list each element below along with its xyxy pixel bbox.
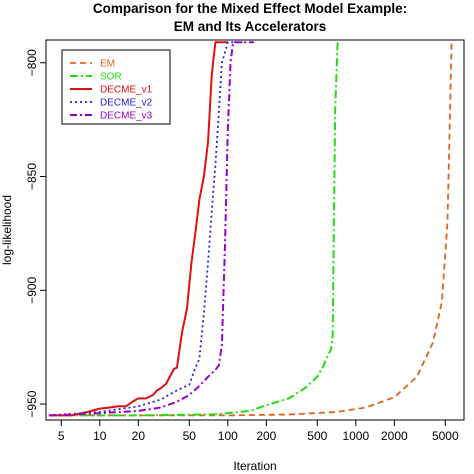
series-line-decme-v3 xyxy=(48,41,254,417)
legend-label-4: DECME_v3 xyxy=(100,111,153,122)
series-layer xyxy=(48,41,453,417)
x-tick-label-5: 200 xyxy=(256,429,276,443)
series-line-decme-v1 xyxy=(48,41,228,417)
x-axis: 5 10 20 50 100 200 500 1000 2000 5000 xyxy=(58,420,459,443)
x-tick-label-8: 2000 xyxy=(381,429,408,443)
x-axis-label: Iteration xyxy=(233,459,276,473)
legend-label-0: EM xyxy=(100,59,115,70)
y-tick-label-1: −850 xyxy=(25,163,39,190)
legend-label-3: DECME_v2 xyxy=(100,98,153,109)
y-axis: −800 −850 −900 −950 xyxy=(25,49,46,418)
x-tick-label-2: 20 xyxy=(132,429,146,443)
y-tick-label-3: −950 xyxy=(25,390,39,417)
chart-title: Comparison for the Mixed Effect Model Ex… xyxy=(93,1,407,16)
x-tick-label-1: 10 xyxy=(93,429,107,443)
legend-box xyxy=(61,49,171,125)
series-line-sor xyxy=(48,42,339,417)
series-line-decme-v2 xyxy=(48,41,243,417)
legend: EM SOR DECME_v1 DECME_v2 DECME_v3 xyxy=(61,49,171,125)
series-line-em xyxy=(48,42,453,417)
legend-label-1: SOR xyxy=(100,72,122,83)
x-tick-label-4: 100 xyxy=(218,429,238,443)
x-tick-label-3: 50 xyxy=(183,429,197,443)
y-tick-label-2: −900 xyxy=(25,276,39,303)
x-tick-label-9: 5000 xyxy=(432,429,459,443)
x-tick-label-0: 5 xyxy=(58,429,65,443)
legend-entries: EM SOR DECME_v1 DECME_v2 DECME_v3 xyxy=(70,59,153,122)
legend-label-2: DECME_v1 xyxy=(100,85,153,96)
chart-subtitle: EM and Its Accelerators xyxy=(174,19,327,34)
x-tick-label-6: 500 xyxy=(307,429,327,443)
x-tick-label-7: 1000 xyxy=(342,429,369,443)
y-axis-label: log-likelihood xyxy=(0,195,14,265)
y-tick-label-0: −800 xyxy=(25,49,39,76)
plot-frame xyxy=(45,39,465,421)
